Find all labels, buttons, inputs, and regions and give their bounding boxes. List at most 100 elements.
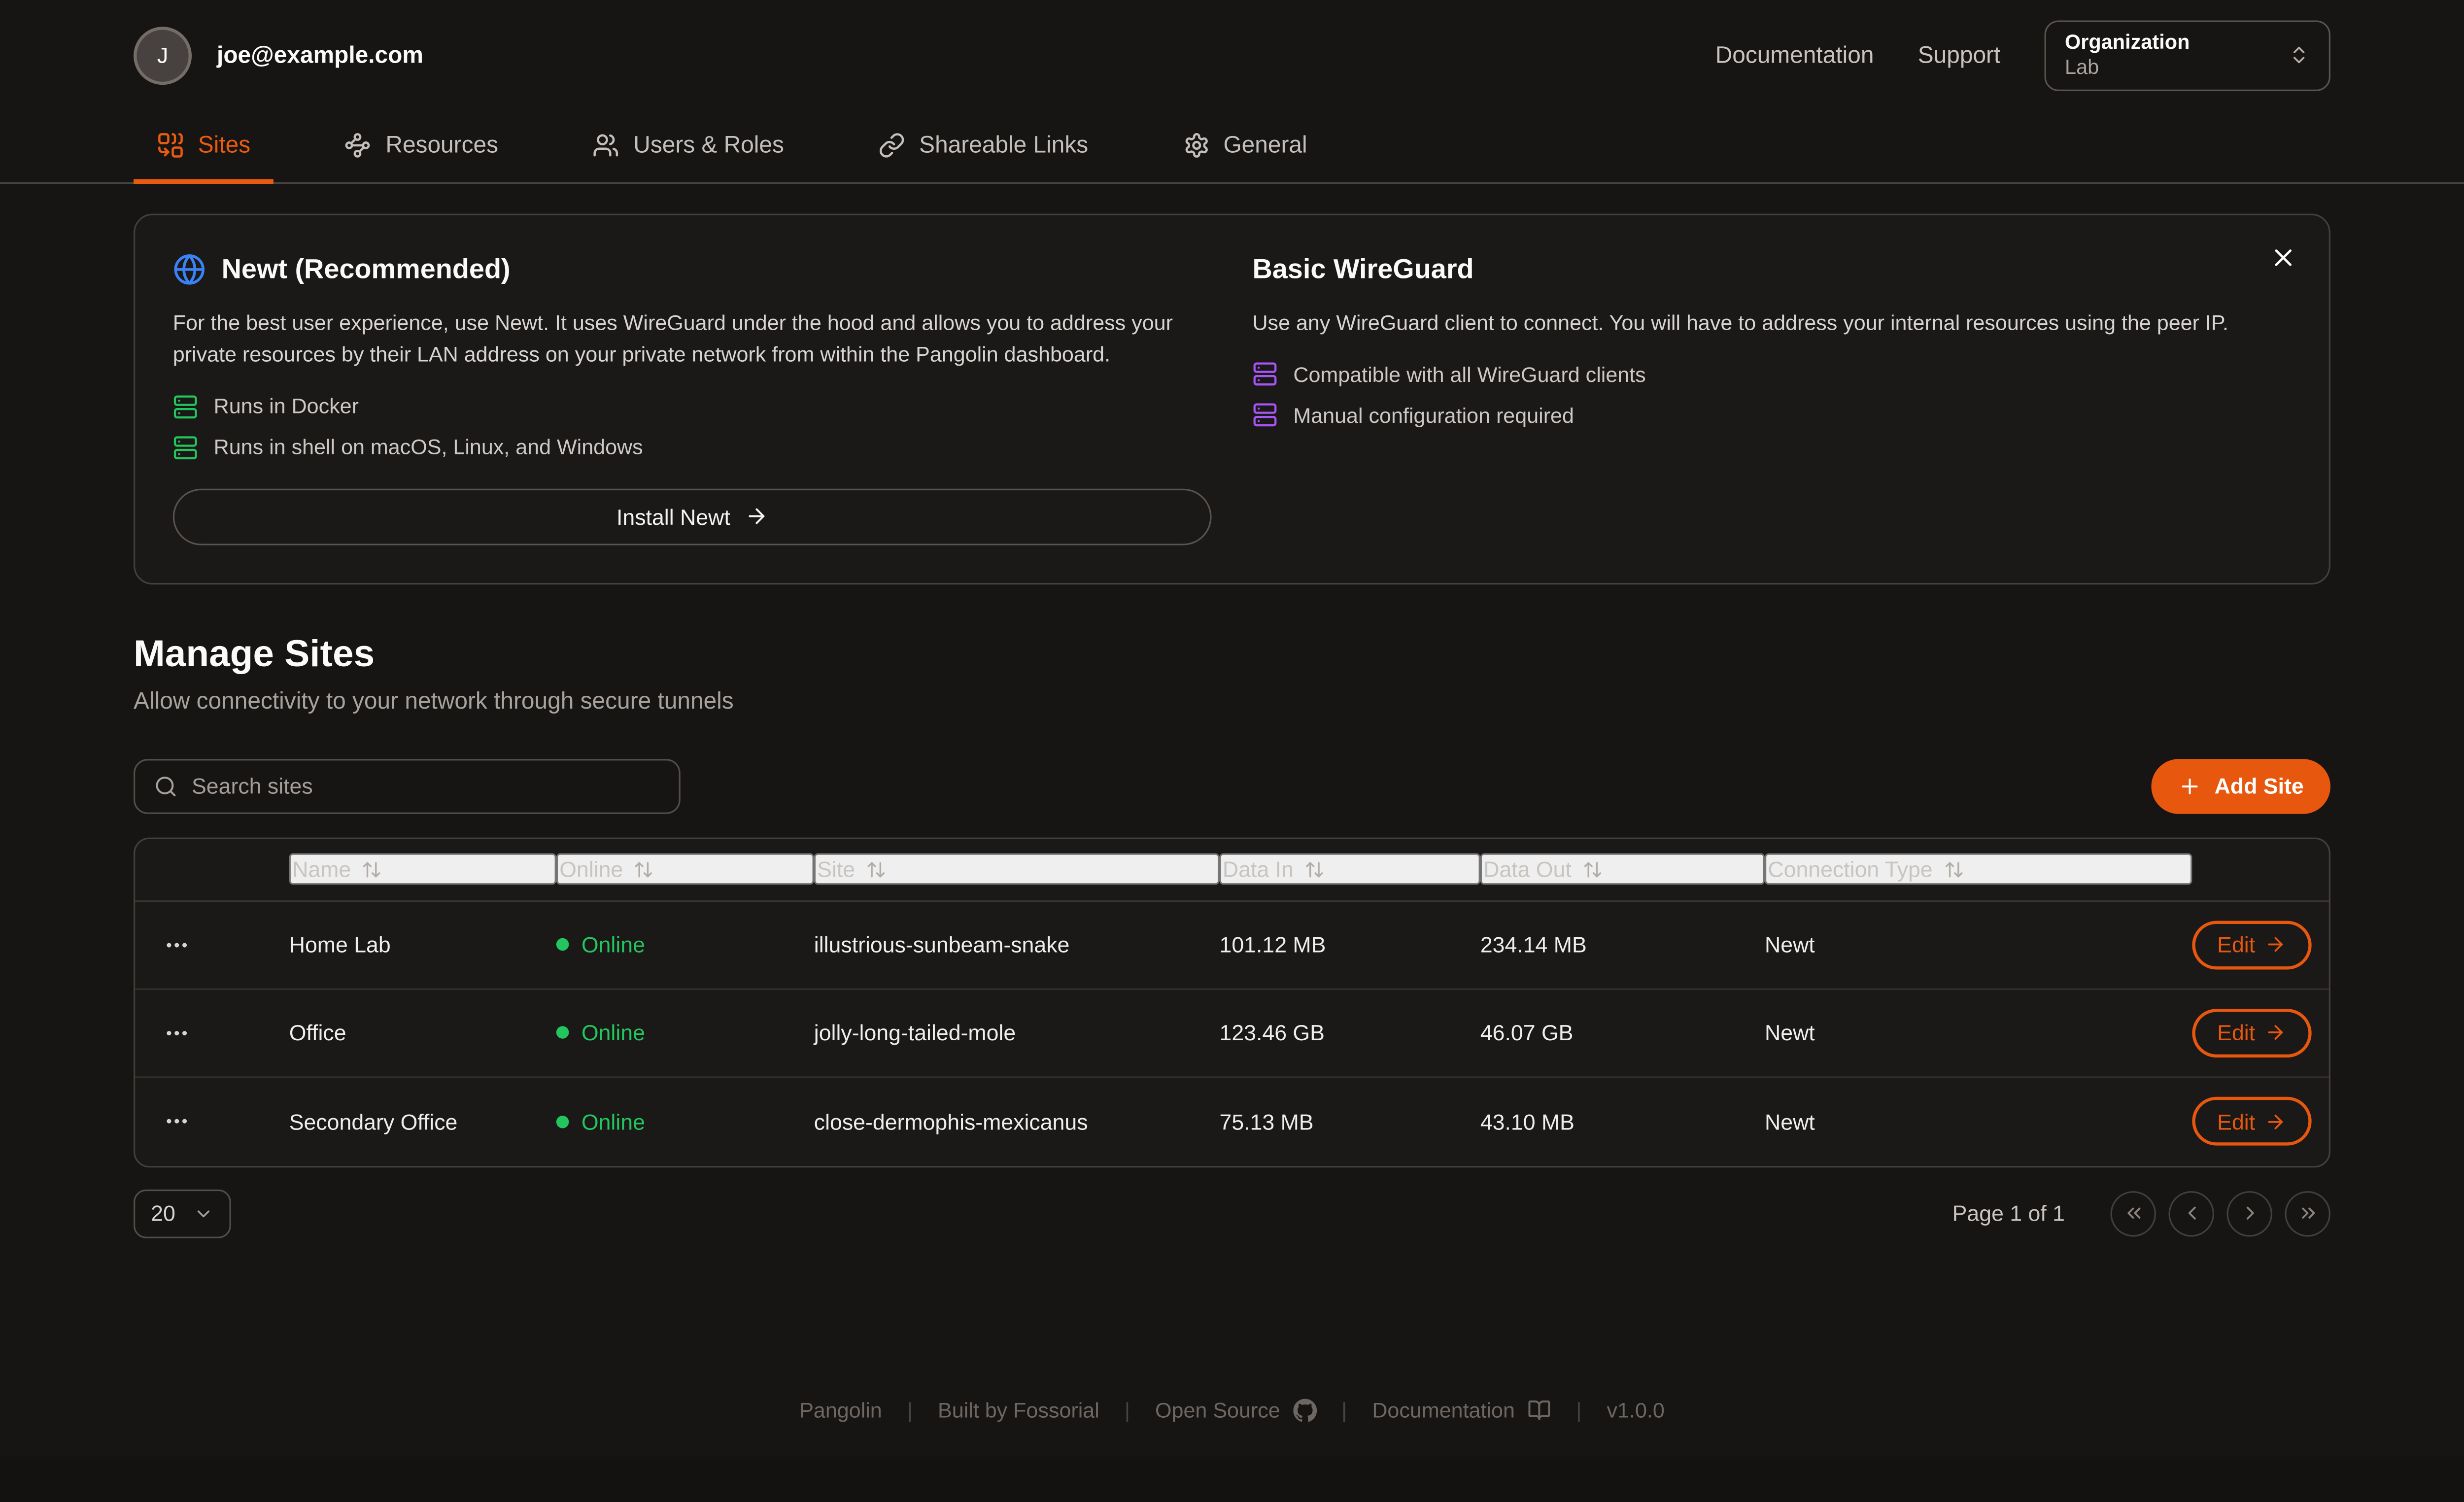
support-link[interactable]: Support: [1917, 41, 2001, 68]
install-newt-button[interactable]: Install Newt: [172, 488, 1212, 545]
feature-label: Manual configuration required: [1293, 403, 1574, 427]
row-actions-menu-button[interactable]: [164, 925, 207, 963]
online-dot-icon: [556, 938, 569, 951]
documentation-link[interactable]: Documentation: [1715, 41, 1874, 68]
column-label: Name: [292, 856, 351, 882]
manage-sites-header: Manage Sites Allow connectivity to your …: [134, 632, 2330, 714]
chevron-left-icon: [2180, 1202, 2202, 1224]
newt-description: For the best user experience, use Newt. …: [172, 311, 1173, 367]
data-in-value: 75.13 MB: [1219, 1108, 1314, 1134]
avatar-initial: J: [157, 42, 169, 68]
edit-site-button[interactable]: Edit: [2192, 920, 2312, 969]
server-icon: [1252, 403, 1277, 428]
book-open-icon: [1527, 1399, 1551, 1422]
newt-section: Newt (Recommended) For the best user exp…: [172, 253, 1212, 545]
connect-methods-card: Newt (Recommended) For the best user exp…: [134, 213, 2330, 584]
page-info: Page 1 of 1: [1952, 1200, 2065, 1226]
sort-icon: [1582, 859, 1603, 879]
combine-icon: [157, 131, 184, 158]
table-body: Home Lab Online illustrious-sunbeam-snak…: [135, 901, 2329, 1165]
next-page-button[interactable]: [2226, 1190, 2272, 1236]
install-newt-label: Install Newt: [616, 504, 730, 529]
wireguard-section: Basic WireGuard Use any WireGuard client…: [1252, 253, 2291, 545]
ellipsis-icon: [164, 1019, 190, 1046]
search-input[interactable]: [192, 773, 660, 798]
tab-label: Resources: [385, 131, 499, 158]
column-header-connection-type[interactable]: Connection Type: [1764, 853, 2192, 885]
chevrons-left-icon: [2122, 1202, 2144, 1224]
table-row: Home Lab Online illustrious-sunbeam-snak…: [135, 901, 2329, 990]
row-actions-menu-button[interactable]: [164, 1102, 207, 1140]
footer-version: v1.0.0: [1607, 1399, 1665, 1422]
chevron-right-icon: [2238, 1202, 2260, 1224]
column-header-online[interactable]: Online: [556, 853, 814, 885]
data-out-value: 46.07 GB: [1480, 1020, 1574, 1045]
chevron-down-icon: [193, 1203, 213, 1223]
tab-sites[interactable]: Sites: [134, 110, 274, 184]
newt-title-row: Newt (Recommended): [173, 253, 1212, 286]
chevrons-right-icon: [2296, 1202, 2319, 1224]
footer-built-by: Built by Fossorial: [938, 1399, 1099, 1422]
sort-icon: [634, 859, 654, 879]
ellipsis-icon: [164, 931, 190, 957]
add-site-button[interactable]: Add Site: [2152, 758, 2330, 814]
tabs: Sites Resources Users & Roles Shareable …: [134, 110, 2330, 184]
org-selector-value: Lab: [2065, 55, 2099, 79]
row-menu-cell: [135, 1102, 289, 1140]
column-header-data-in[interactable]: Data In: [1219, 853, 1480, 885]
footer-documentation-link[interactable]: Documentation: [1372, 1399, 1551, 1422]
tab-resources[interactable]: Resources: [321, 110, 522, 184]
ellipsis-icon: [164, 1108, 190, 1134]
footer-separator: [1125, 1399, 1130, 1422]
column-header-data-out[interactable]: Data Out: [1480, 853, 1765, 885]
globe-icon: [173, 253, 206, 286]
footer-separator: [907, 1399, 913, 1422]
footer-open-source-link[interactable]: Open Source: [1155, 1399, 1316, 1422]
wireguard-features: Compatible with all WireGuard clients Ma…: [1252, 362, 2291, 428]
newt-feature: Runs in shell on macOS, Linux, and Windo…: [173, 435, 1212, 460]
server-icon: [1252, 362, 1277, 387]
site-slug: jolly-long-tailed-mole: [814, 1020, 1016, 1045]
column-header-site[interactable]: Site: [814, 853, 1220, 885]
waypoints-icon: [344, 131, 371, 158]
footer-brand: Pangolin: [799, 1399, 882, 1422]
edit-site-button[interactable]: Edit: [2192, 1008, 2312, 1057]
edit-label: Edit: [2217, 1020, 2256, 1045]
edit-label: Edit: [2217, 1108, 2256, 1134]
tab-general[interactable]: General: [1159, 110, 1331, 184]
close-icon[interactable]: [2261, 236, 2305, 279]
gear-icon: [1183, 131, 1209, 158]
site-slug: close-dermophis-mexicanus: [814, 1108, 1088, 1134]
tab-shareable-links[interactable]: Shareable Links: [855, 110, 1112, 184]
row-actions-menu-button[interactable]: [164, 1014, 207, 1052]
previous-page-button[interactable]: [2168, 1190, 2214, 1236]
data-in-value: 123.46 GB: [1219, 1020, 1325, 1045]
last-page-button[interactable]: [2285, 1190, 2330, 1236]
tab-label: Shareable Links: [919, 131, 1089, 158]
page-title: Manage Sites: [134, 632, 375, 675]
connection-type-value: Newt: [1764, 1108, 1815, 1134]
newt-title: Newt (Recommended): [221, 253, 511, 285]
org-selector[interactable]: Organization Lab: [2044, 19, 2330, 91]
tab-bar: Sites Resources Users & Roles Shareable …: [0, 110, 2464, 184]
sort-icon: [866, 859, 886, 879]
edit-site-button[interactable]: Edit: [2192, 1096, 2312, 1146]
page-size-select[interactable]: 20: [134, 1189, 231, 1238]
table-row: Office Online jolly-long-tailed-mole 123…: [135, 989, 2329, 1077]
avatar[interactable]: J: [134, 26, 192, 84]
site-name: Office: [289, 1020, 346, 1045]
feature-label: Compatible with all WireGuard clients: [1293, 362, 1646, 386]
online-dot-icon: [556, 1026, 569, 1039]
arrow-right-icon: [2264, 1022, 2287, 1044]
first-page-button[interactable]: [2110, 1190, 2156, 1236]
row-action-cell: Edit: [2192, 1008, 2328, 1057]
column-label: Data In: [1222, 856, 1294, 882]
row-menu-cell: [135, 925, 289, 963]
tab-users-roles[interactable]: Users & Roles: [569, 110, 808, 184]
wireguard-title-row: Basic WireGuard: [1252, 253, 2291, 286]
footer-separator: [1576, 1399, 1581, 1422]
site-status: Online: [556, 932, 814, 957]
feature-label: Runs in shell on macOS, Linux, and Windo…: [213, 435, 643, 459]
column-header-name[interactable]: Name: [289, 853, 556, 885]
link-icon: [878, 131, 905, 158]
